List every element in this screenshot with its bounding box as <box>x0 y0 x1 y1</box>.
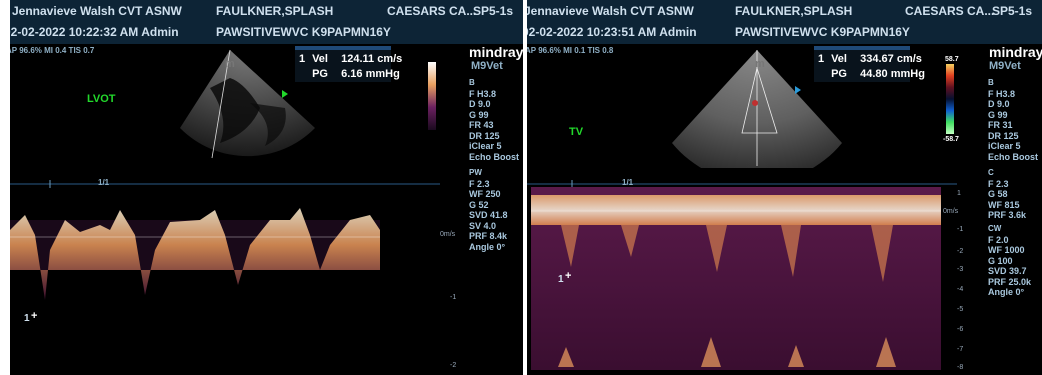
measurement-box: 1 Vel 124.11 cm/s PG 6.16 mmHg <box>295 46 402 82</box>
vel-label: Vel <box>831 53 847 65</box>
b-mode-params: B F H3.8 D 9.0 G 99 FR 31 DR 125 iClear … <box>988 78 1039 162</box>
brand-logo: mindray <box>989 44 1042 60</box>
view-label-tv: TV <box>569 126 584 138</box>
probe-name: SP5-1s <box>992 4 1033 18</box>
bmode-sector-image <box>672 50 842 168</box>
probe-name: SP5-1s <box>473 4 514 18</box>
baseline-label: 0m/s <box>440 231 456 238</box>
vel-label: Vel <box>312 53 328 65</box>
scale-mark: -4 <box>957 286 964 293</box>
pw-mode-params: PW F 2.3 WF 250 G 52 SVD 41.8 SV 4.0 PRF… <box>469 168 508 252</box>
sweep-indicator: 1/1 <box>98 178 110 187</box>
color-scale-top: 58.7 <box>945 56 959 63</box>
acoustic-status: AP 96.6% MI 0.4 TIS 0.7 <box>10 46 95 55</box>
color-map-bar <box>428 62 436 130</box>
patient-name: FAULKNER,SPLASH <box>216 4 334 18</box>
scale-mark: -5 <box>957 306 964 313</box>
right-header-bar: Jennavieve Walsh CVT ASNW FAULKNER,SPLAS… <box>527 0 1042 44</box>
site-name: CAESARS CA... <box>905 4 995 18</box>
color-scale-bottom: -58.7 <box>943 136 959 143</box>
view-label-lvot: LVOT <box>87 93 116 105</box>
scale-mark: -1 <box>957 226 964 233</box>
brand-logo: mindray <box>469 44 523 60</box>
vel-value: 334.67 cm/s <box>860 53 922 65</box>
patient-id: PAWSITIVEWVC K9PAPMN16Y <box>216 25 391 39</box>
pg-value: 44.80 mmHg <box>860 68 925 80</box>
operator-name: Jennavieve Walsh CVT ASNW <box>527 4 694 18</box>
time-ruler <box>527 180 957 188</box>
color-mode-params: C F 2.3 G 58 WF 815 PRF 3.6k <box>988 168 1027 220</box>
scale-mark: -6 <box>957 326 964 333</box>
model-name: M9Vet <box>471 60 503 72</box>
sweep-indicator: 1/1 <box>622 178 634 187</box>
pg-label: PG <box>831 68 847 80</box>
cursor-label: 1 <box>558 274 564 285</box>
scale-mark: -3 <box>957 266 964 273</box>
patient-id: PAWSITIVEWVC K9PAPMN16Y <box>735 25 910 39</box>
scale-mark: -2 <box>450 362 457 369</box>
right-echo-panel: Jennavieve Walsh CVT ASNW FAULKNER,SPLAS… <box>527 0 1042 375</box>
time-ruler <box>10 180 440 188</box>
color-velocity-map <box>946 64 954 134</box>
pg-value: 6.16 mmHg <box>341 68 400 80</box>
left-header-bar: Jennavieve Walsh CVT ASNW FAULKNER,SPLAS… <box>10 0 523 44</box>
measurement-index: 1 <box>299 53 306 65</box>
cursor-cross-icon: + <box>565 270 572 282</box>
b-mode-params: B F H3.8 D 9.0 G 99 FR 43 DR 125 iClear … <box>469 78 520 162</box>
pw-doppler-spectrum <box>10 208 380 300</box>
cw-mode-params: CW F 2.0 WF 1000 G 100 SVD 39.7 PRF 25.0… <box>988 224 1032 297</box>
measurement-index: 1 <box>818 53 825 65</box>
baseline-label: 0m/s <box>943 208 959 215</box>
scale-mark: -8 <box>957 364 964 371</box>
bmode-sector-image <box>180 49 315 159</box>
cursor-cross-icon: + <box>31 310 38 322</box>
measurement-box: 1 Vel 334.67 cm/s PG 44.80 mmHg <box>814 46 925 82</box>
cursor-label: 1 <box>24 313 30 324</box>
exam-datetime: 02-02-2022 10:22:32 AM Admin <box>10 25 179 39</box>
exam-datetime: 02-02-2022 10:23:51 AM Admin <box>527 25 697 39</box>
site-name: CAESARS CA... <box>387 4 477 18</box>
patient-name: FAULKNER,SPLASH <box>735 4 853 18</box>
cw-doppler-spectrum <box>531 187 941 370</box>
pg-label: PG <box>312 68 328 80</box>
scale-mark: 1 <box>957 190 961 197</box>
left-echo-panel: Jennavieve Walsh CVT ASNW FAULKNER,SPLAS… <box>10 0 523 375</box>
scale-mark: -1 <box>450 294 457 301</box>
model-name: M9Vet <box>989 60 1021 72</box>
acoustic-status: AP 96.6% MI 0.1 TIS 0.8 <box>527 46 614 55</box>
scale-mark: -2 <box>957 248 964 255</box>
scale-mark: -7 <box>957 346 964 353</box>
operator-name: Jennavieve Walsh CVT ASNW <box>12 4 182 18</box>
vel-value: 124.11 cm/s <box>341 53 403 65</box>
